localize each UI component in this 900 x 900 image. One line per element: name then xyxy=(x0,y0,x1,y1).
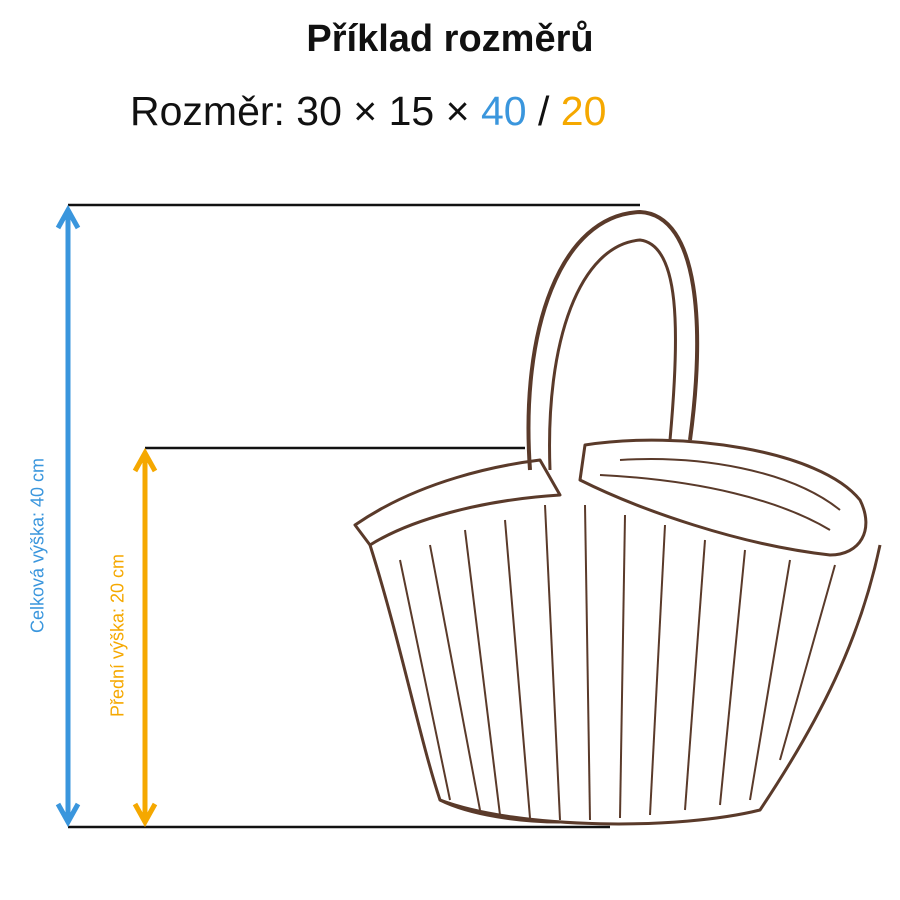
basket-illustration xyxy=(353,210,882,826)
front-height-arrow xyxy=(132,447,158,828)
page-title: Příklad rozměrů xyxy=(306,18,594,60)
dimension-prefix: Rozměr: 30 × 15 × xyxy=(130,88,481,134)
front-height-label: Přední výška: 20 cm xyxy=(107,553,128,718)
total-height-value: 40 xyxy=(480,88,527,134)
total-height-label: Celková výška: 40 cm xyxy=(27,457,48,634)
total-height-arrow xyxy=(55,204,81,828)
front-height-value: 20 xyxy=(560,88,607,134)
separator: / xyxy=(526,88,561,134)
dimension-line: Rozměr: 30 × 15 × 40 / 20 xyxy=(130,88,606,135)
